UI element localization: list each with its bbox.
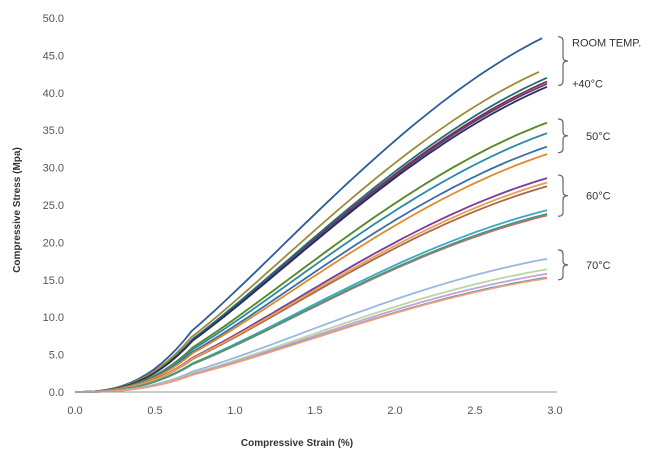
group-label: +40°C (572, 78, 603, 90)
y-tick-label: 30.0 (43, 163, 64, 175)
y-tick-label: 40.0 (43, 88, 64, 100)
x-tick-label: 1.5 (307, 405, 322, 417)
group-brace (557, 36, 569, 86)
x-tick-label: 2.5 (467, 405, 482, 417)
curves-layer (74, 37, 548, 393)
y-tick-labels: 0.0 5.0 10.0 15.0 20.0 25.0 30.0 35.0 40.0 45.0 50… (43, 13, 64, 399)
group-label: 60°C (586, 191, 611, 203)
x-tick-label: 0.0 (67, 405, 82, 417)
stress-strain-curve (75, 145, 548, 393)
x-tick-label: 2.0 (387, 405, 402, 417)
group-label: ROOM TEMP. (572, 38, 641, 50)
y-tick-label: 20.0 (43, 237, 64, 249)
y-tick-label: 25.0 (43, 200, 64, 212)
y-tick-label: 10.0 (43, 312, 64, 324)
stress-strain-curve (74, 82, 548, 393)
group-label: 50°C (586, 131, 611, 143)
y-tick-label: 0.0 (49, 387, 64, 399)
stress-strain-curve (74, 71, 540, 393)
group-brace (557, 174, 569, 217)
stress-strain-curve (75, 181, 548, 393)
group-brace (557, 118, 569, 154)
x-tick-labels: 0.0 0.5 1.0 1.5 2.0 2.5 3.0 (67, 405, 562, 417)
stress-strain-curve (75, 213, 548, 393)
stress-strain-curve (74, 85, 548, 393)
x-tick-label: 1.0 (227, 405, 242, 417)
y-tick-label: 50.0 (43, 13, 64, 25)
y-axis-title: Compressive Stress (Mpa) (12, 147, 23, 273)
stress-strain-curve (75, 277, 548, 393)
group-brace (557, 249, 569, 281)
y-tick-label: 15.0 (43, 275, 64, 287)
group-annotations: ROOM TEMP. +40°C 50°C 60°C 70°C (557, 36, 641, 281)
x-axis-title: Compressive Strain (%) (241, 438, 353, 449)
x-tick-label: 0.5 (147, 405, 162, 417)
stress-strain-curve (74, 37, 543, 393)
stress-strain-curve (75, 153, 548, 393)
y-tick-label: 5.0 (49, 350, 64, 362)
group-label: 70°C (586, 260, 611, 272)
y-tick-label: 45.0 (43, 50, 64, 62)
y-tick-label: 35.0 (43, 125, 64, 137)
x-tick-label: 3.0 (547, 405, 562, 417)
